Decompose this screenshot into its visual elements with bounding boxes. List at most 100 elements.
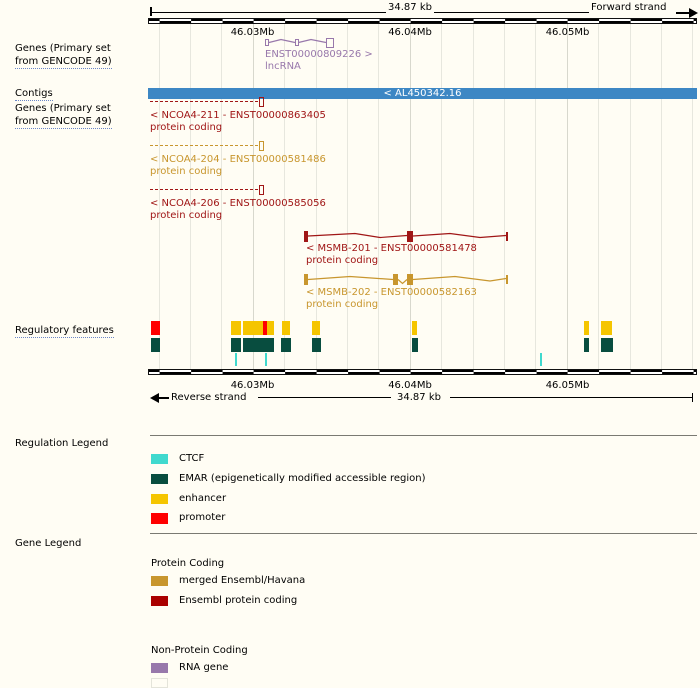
exon — [304, 273, 308, 285]
enhancer-block — [312, 321, 320, 335]
ctcf-block — [540, 352, 542, 366]
intron-line — [397, 279, 408, 285]
forward-strand-arrow-icon — [689, 8, 698, 18]
track-label-regulatory-features[interactable]: Regulatory features — [15, 325, 114, 338]
transcript-label[interactable]: < NCOA4-206 - ENST00000585056 — [150, 197, 326, 209]
ruler-line — [258, 397, 391, 398]
intron-line — [412, 232, 507, 239]
emar-block — [584, 337, 589, 352]
enhancer-block — [243, 321, 263, 335]
contig-bar[interactable]: < AL450342.16 — [148, 87, 697, 99]
legend-divider — [150, 434, 697, 436]
gridline — [472, 24, 474, 370]
scale-tick-label: 46.04Mb — [388, 379, 432, 391]
transcript-end-tick — [506, 231, 508, 241]
ruler-end-tick — [691, 393, 693, 402]
reverse-strand-arrow-icon — [150, 392, 159, 403]
gridline — [598, 24, 600, 370]
scale-tick-label: 46.05Mb — [545, 379, 590, 391]
reverse-strand-label: Reverse strand — [171, 391, 247, 403]
enhancer-block — [231, 321, 241, 335]
transcript-label[interactable]: < MSMB-201 - ENST00000581478 — [306, 242, 477, 254]
exon — [265, 39, 269, 46]
contig-label: < AL450342.16 — [383, 87, 462, 99]
scale-tick-label: 46.03Mb — [230, 26, 275, 38]
bottom-scale-bar — [148, 369, 697, 375]
enhancer-block — [601, 321, 612, 335]
exon — [295, 39, 299, 46]
partial-transcript-line — [150, 101, 258, 102]
ruler-line — [450, 397, 692, 398]
gridline — [566, 24, 568, 370]
legend-item-label: RNA gene — [179, 661, 229, 673]
exon — [258, 140, 264, 151]
intron-line — [307, 232, 408, 239]
track-label-contigs[interactable]: Contigs — [15, 88, 53, 101]
transcript-label[interactable]: < MSMB-202 - ENST00000582163 — [306, 286, 477, 298]
track-label-genes-bottom-line2[interactable]: from GENCODE 49) — [15, 116, 112, 129]
top-scale-length-label: 34.87 kb — [388, 2, 432, 13]
transcript-end-tick — [506, 274, 508, 284]
legend-item-label: CTCF — [179, 452, 205, 464]
ensembl-protein-coding-swatch — [151, 595, 168, 606]
emar-block — [243, 337, 274, 352]
transcript-biotype: protein coding — [150, 165, 223, 177]
enhancer-block — [282, 321, 290, 335]
scale-tick-label: 46.04Mb — [388, 26, 432, 38]
emar-block — [281, 337, 291, 352]
regulation-legend-title: Regulation Legend — [15, 437, 109, 449]
legend-item-label: promoter — [179, 512, 226, 523]
legend-item-label: enhancer — [179, 492, 227, 504]
gridline — [346, 24, 348, 370]
enhancer-block — [267, 321, 274, 335]
track-label-genes-bottom-line1: Genes (Primary set — [15, 103, 111, 114]
track-label-genes-top-line1: Genes (Primary set — [15, 43, 111, 54]
exon — [258, 184, 264, 195]
gridline — [503, 24, 505, 370]
gridline — [660, 24, 662, 370]
exon — [304, 230, 308, 242]
gridline — [535, 24, 537, 370]
legend-item-label: EMAR (epigenetically modified accessible… — [179, 472, 426, 484]
transcript-biotype: protein coding — [150, 209, 223, 221]
exon — [407, 230, 413, 242]
transcript-biotype: protein coding — [306, 298, 379, 310]
emar-block — [312, 337, 321, 352]
transcript-label[interactable]: < NCOA4-211 - ENST00000863405 — [150, 109, 326, 121]
forward-strand-label: Forward strand — [591, 2, 667, 13]
ctcf-block — [235, 352, 237, 366]
legend-item-label: Ensembl protein coding — [179, 594, 298, 606]
exon — [393, 273, 398, 285]
gridline — [441, 24, 443, 370]
transcript-label[interactable]: < NCOA4-204 - ENST00000581486 — [150, 153, 326, 165]
enhancer-block — [584, 321, 589, 335]
ruler-line — [150, 12, 386, 13]
transcript-biotype: protein coding — [306, 254, 379, 266]
exon — [326, 37, 334, 48]
ruler-start-tick — [150, 7, 152, 16]
lncrna-biotype-label: lncRNA — [265, 60, 301, 72]
gridline — [629, 24, 631, 370]
lncrna-transcript-label[interactable]: ENST00000809226 > — [265, 48, 373, 60]
gridline — [378, 24, 380, 370]
arrow-shaft — [676, 11, 689, 14]
gene-legend-title: Gene Legend — [15, 537, 82, 549]
emar-block — [231, 337, 241, 352]
promoter-swatch — [151, 513, 168, 524]
non-protein-coding-heading: Non-Protein Coding — [151, 644, 248, 656]
emar-block — [151, 337, 160, 352]
gridline — [692, 24, 694, 370]
top-scale-bar — [148, 17, 697, 24]
promoter-block — [151, 321, 160, 335]
legend-divider — [150, 532, 697, 534]
exon — [407, 273, 413, 285]
merged-ensembl-havana-swatch — [151, 575, 168, 586]
track-label-genes-top-line2[interactable]: from GENCODE 49) — [15, 56, 112, 69]
emar-block — [601, 337, 613, 352]
enhancer-block — [412, 321, 417, 335]
emar-swatch — [151, 473, 168, 484]
intron-line — [268, 38, 296, 44]
legend-item-label: merged Ensembl/Havana — [179, 574, 306, 586]
emar-block — [412, 337, 418, 352]
